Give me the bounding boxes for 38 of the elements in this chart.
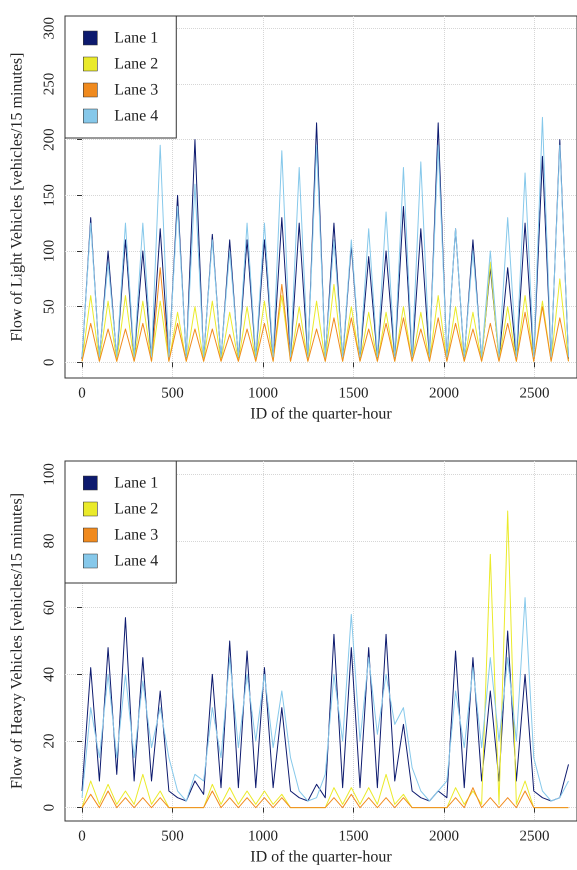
y-tick-label: 150	[42, 184, 58, 207]
y-tick-label: 80	[42, 534, 58, 548]
y-axis-title: Flow of Light Vehicles [vehicles/15 minutes]	[8, 52, 26, 342]
y-tick-label: 250	[42, 72, 58, 96]
x-tick-label: 0	[78, 828, 86, 844]
x-tick-label: 2000	[428, 828, 459, 844]
legend-label: Lane 4	[114, 108, 158, 124]
y-tick-label: 40	[42, 666, 58, 682]
x-tick-label: 2500	[519, 828, 550, 844]
x-axis-title: ID of the quarter-hour	[250, 406, 392, 422]
x-tick-label: 500	[161, 386, 184, 402]
y-tick-label: 200	[42, 128, 58, 151]
legend-label: Lane 1	[114, 30, 158, 46]
y-tick-label: 100	[42, 463, 58, 486]
y-tick-label: 100	[42, 240, 58, 262]
y-tick-label: 50	[42, 299, 58, 314]
legend-label: Lane 1	[114, 474, 158, 492]
legend-label: Lane 3	[114, 526, 158, 544]
x-tick-label: 2000	[428, 386, 459, 402]
x-tick-label: 1500	[338, 828, 368, 844]
legend-label: Lane 2	[114, 500, 158, 518]
line-series	[82, 787, 569, 808]
legend-label: Lane 4	[114, 552, 158, 570]
x-tick-label: 500	[161, 828, 184, 844]
x-tick-label: 1000	[248, 386, 278, 402]
legend-label: Lane 2	[114, 56, 158, 72]
x-tick-label: 0	[78, 386, 86, 402]
legend-label: Lane 3	[114, 82, 158, 98]
y-tick-label: 300	[42, 17, 58, 40]
y-tick-label: 60	[42, 600, 58, 616]
y-tick-label: 0	[42, 804, 58, 812]
y-axis-title: Flow of Heavy Vehicles [vehicles/15 minutes]	[8, 492, 26, 790]
x-tick-label: 1000	[248, 828, 278, 844]
y-tick-label: 0	[42, 358, 58, 366]
x-axis-title: ID of the quarter-hour	[250, 848, 392, 866]
x-tick-label: 1500	[338, 386, 368, 402]
x-tick-label: 2500	[519, 386, 550, 402]
y-tick-label: 20	[42, 734, 58, 748]
